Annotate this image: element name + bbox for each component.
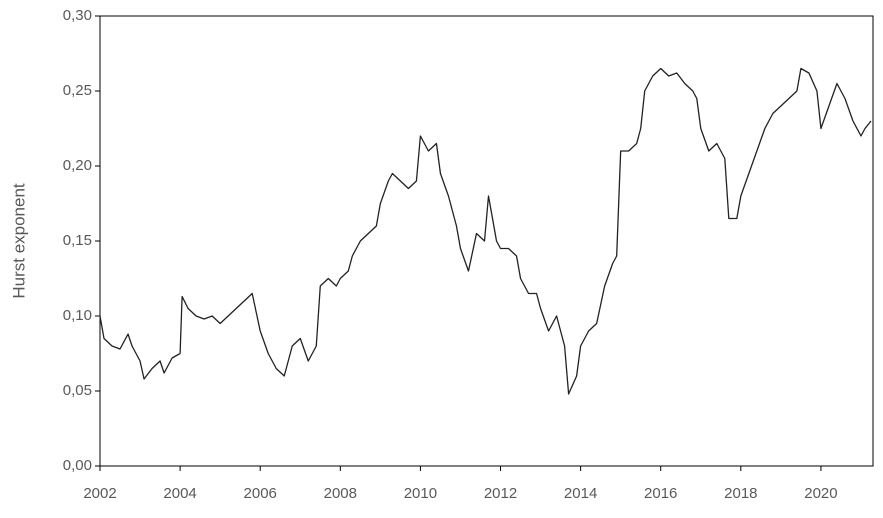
x-tick-label: 2004 xyxy=(163,485,196,502)
plot-frame xyxy=(99,15,874,467)
y-tick-label: 0,30 xyxy=(63,7,92,24)
x-tick-label: 2014 xyxy=(564,485,597,502)
y-tick-label: 0,20 xyxy=(63,157,92,174)
y-tick-label: 0,15 xyxy=(63,232,92,249)
x-tick-label: 2002 xyxy=(83,485,116,502)
y-tick-label: 0,25 xyxy=(63,82,92,99)
y-axis-label: Hurst exponent xyxy=(9,183,28,299)
x-tick-label: 2016 xyxy=(644,485,677,502)
series-line xyxy=(99,67,872,395)
x-tick-label: 2018 xyxy=(724,485,757,502)
x-tick-label: 2020 xyxy=(804,485,837,502)
x-tick-label: 2006 xyxy=(244,485,277,502)
x-tick-label: 2012 xyxy=(484,485,517,502)
y-tick-label: 0,00 xyxy=(63,457,92,474)
y-tick-label: 0,05 xyxy=(63,382,92,399)
y-tick-label: 0,10 xyxy=(63,307,92,324)
x-tick-label: 2010 xyxy=(404,485,437,502)
x-tick-label: 2008 xyxy=(324,485,357,502)
